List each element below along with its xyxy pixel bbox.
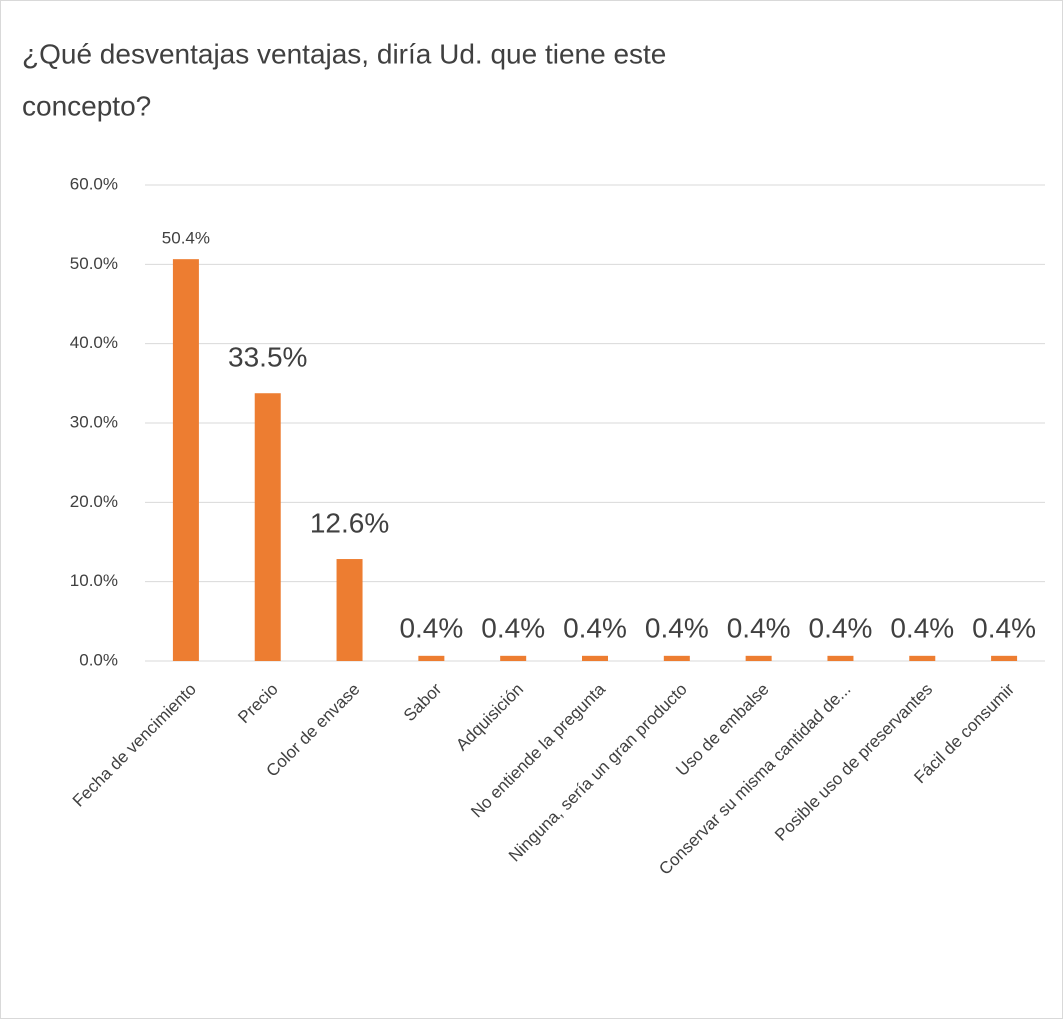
value-label: 0.4% [563,612,627,643]
y-tick-label: 10.0% [70,571,118,590]
bar [172,259,199,661]
bar [745,655,772,661]
value-label: 50.4% [162,229,210,248]
value-label: 0.4% [481,612,545,643]
y-tick-label: 0.0% [79,650,118,669]
bar [909,655,936,661]
y-tick-label: 60.0% [70,174,118,193]
bar [254,393,281,661]
bar [663,655,690,661]
chart-title: concepto? [22,90,151,121]
value-label: 0.4% [399,612,463,643]
chart-title: ¿Qué desventajas ventajas, diría Ud. que… [22,38,666,69]
bar [582,655,608,661]
value-label: 0.4% [890,612,954,643]
bar [418,655,445,661]
value-label: 12.6% [310,507,389,538]
bar [500,655,527,661]
value-label: 0.4% [727,612,791,643]
value-label: 33.5% [228,342,307,373]
bar [827,655,854,661]
bar [336,559,363,661]
y-tick-label: 20.0% [70,492,118,511]
y-tick-label: 40.0% [70,333,118,352]
y-tick-label: 50.0% [70,254,118,273]
y-tick-label: 30.0% [70,412,118,431]
value-label: 0.4% [645,612,709,643]
value-label: 0.4% [972,612,1036,643]
value-label: 0.4% [809,612,873,643]
bar [991,655,1018,661]
